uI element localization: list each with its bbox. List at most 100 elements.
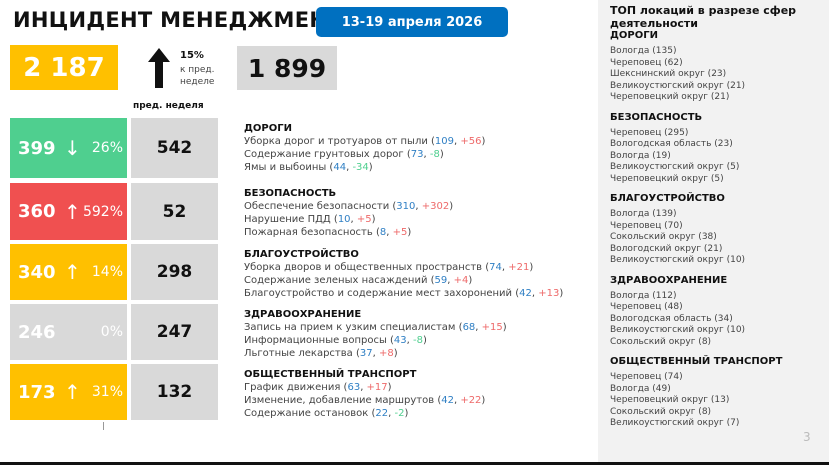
- item-delta: -34: [352, 162, 369, 173]
- category-item: Запись на прием к узким специалистам (68…: [244, 321, 507, 334]
- item-close: ): [423, 335, 427, 346]
- bottom-bar: [0, 462, 829, 465]
- location-section-title: ОБЩЕСТВЕННЫЙ ТРАНСПОРТ: [610, 356, 783, 367]
- location-item: Сокольский округ (8): [610, 406, 712, 417]
- change-percent: 15%: [180, 50, 204, 61]
- item-close: ): [393, 348, 398, 359]
- item-count: 8: [379, 227, 387, 238]
- item-sep: ,: [388, 408, 395, 419]
- total-incidents: 2 187: [10, 45, 118, 90]
- location-item: Великоустюгский округ (10): [610, 255, 746, 265]
- item-close: ): [529, 262, 534, 273]
- category-change-percent: 31%: [91, 384, 123, 400]
- item-count: 37: [359, 348, 373, 359]
- item-name: Содержание зеленых насаждений (: [244, 275, 435, 286]
- category-name: БЛАГОУСТРОЙСТВО: [244, 249, 359, 260]
- item-name: Информационные вопросы (: [244, 335, 394, 346]
- location-item: Вологда (139): [610, 209, 677, 219]
- item-name: Обеспечение безопасности (: [244, 201, 397, 212]
- item-sep: ,: [453, 395, 461, 406]
- category-name: ЗДРАВООХРАНЕНИЕ: [244, 309, 362, 320]
- item-delta: +8: [378, 348, 394, 359]
- location-item: Великоустюгский округ (10): [610, 325, 746, 335]
- item-delta: +302: [421, 201, 450, 212]
- category-change-percent: 14%: [91, 264, 123, 280]
- category-details: БЕЗОПАСНОСТЬ Обеспечение безопасности (31…: [244, 187, 453, 239]
- category-item: Содержание зеленых насаждений (59, +4): [244, 274, 563, 287]
- item-sep: ,: [415, 201, 422, 212]
- item-count: 44: [333, 162, 347, 173]
- item-sep: ,: [475, 322, 482, 333]
- category-change-percent: 592%: [82, 203, 123, 220]
- item-count: 22: [375, 408, 389, 419]
- category-prev-count: 247: [131, 304, 218, 360]
- item-count: 109: [434, 136, 455, 147]
- location-item: Вологодская область (23): [610, 139, 733, 149]
- item-name: Ямы и выбоины (: [244, 162, 334, 173]
- item-close: ): [468, 275, 473, 286]
- item-delta: +15: [481, 322, 503, 333]
- item-sep: ,: [360, 382, 367, 393]
- item-count: 74: [489, 262, 502, 273]
- top-locations-panel: ТОП локаций в разрезе сфер деятельности …: [598, 0, 829, 462]
- location-item: Вологда (112): [610, 290, 677, 301]
- location-item: Шекснинский округ (23): [610, 69, 727, 79]
- location-section-title: БЛАГОУСТРОЙСТВО: [610, 193, 725, 204]
- item-delta: +5: [356, 214, 372, 225]
- category-details: ОБЩЕСТВЕННЫЙ ТРАНСПОРТ График движения (6…: [244, 368, 485, 420]
- item-name: Уборка дорог и тротуаров от пыли (: [244, 136, 435, 147]
- category-name: ОБЩЕСТВЕННЫЙ ТРАНСПОРТ: [244, 369, 417, 380]
- item-sep: ,: [447, 275, 454, 286]
- item-close: ): [407, 227, 412, 238]
- divider: [103, 422, 104, 430]
- item-close: ): [439, 149, 444, 160]
- category-details: ЗДРАВООХРАНЕНИЕ Запись на прием к узким с…: [244, 308, 507, 360]
- category-item: Обеспечение безопасности (310, +302): [244, 200, 453, 213]
- category-current-box: 360 ↑ 592%: [10, 183, 127, 240]
- item-name: Льготные лекарства (: [244, 348, 360, 359]
- arrow-down-icon: ↓: [64, 136, 81, 160]
- item-close: ): [481, 136, 486, 147]
- category-current-count: 360: [18, 201, 56, 222]
- item-sep: ,: [531, 288, 539, 299]
- item-name: Благоустройство и содержание мест захоро…: [244, 288, 520, 299]
- category-details: БЛАГОУСТРОЙСТВО Уборка дворов и обществен…: [244, 248, 563, 300]
- category-details: ДОРОГИ Уборка дорог и тротуаров от пыли (…: [244, 122, 485, 174]
- item-count: 42: [441, 395, 454, 406]
- item-name: Содержание грунтовых дорог (: [244, 149, 411, 160]
- location-item: Череповецкий округ (13): [610, 395, 730, 405]
- category-current-box: 246 0%: [10, 304, 127, 360]
- category-item: Ямы и выбоины (44, -34): [244, 161, 485, 174]
- change-label: к пред. неделе: [180, 65, 215, 87]
- category-item: Нарушение ПДД (10, +5): [244, 213, 453, 226]
- item-delta: +21: [508, 262, 530, 273]
- item-sep: ,: [372, 348, 379, 359]
- item-count: 310: [396, 201, 416, 212]
- location-item: Великоустюгский округ (7): [610, 418, 740, 428]
- category-item: Уборка дворов и общественных пространств…: [244, 261, 563, 274]
- category-current-box: 399 ↓ 26%: [10, 118, 127, 178]
- item-delta: +5: [392, 227, 408, 238]
- location-item: Череповец (70): [610, 220, 683, 231]
- category-item: Льготные лекарства (37, +8): [244, 347, 507, 360]
- location-item: Вологда (19): [610, 150, 671, 161]
- item-name: График движения (: [244, 382, 348, 393]
- item-delta: +56: [460, 136, 482, 147]
- arrow-up-icon: ↑: [64, 380, 81, 404]
- category-item: Благоустройство и содержание мест захоро…: [244, 287, 563, 300]
- item-count: 63: [347, 382, 361, 393]
- category-prev-count: 52: [131, 183, 218, 240]
- arrow-up-icon: ↑: [64, 260, 81, 284]
- item-count: 68: [462, 322, 476, 333]
- item-name: Изменение, добавление маршрутов (: [244, 395, 442, 406]
- item-sep: ,: [386, 227, 393, 238]
- category-prev-count: 542: [131, 118, 218, 178]
- date-range-badge: 13-19 апреля 2026: [316, 7, 508, 37]
- arrow-up-icon: [148, 48, 170, 88]
- location-item: Череповецкий округ (5): [610, 173, 724, 184]
- location-item: Вологодский округ (21): [610, 243, 723, 254]
- location-item: Сокольский округ (38): [610, 232, 717, 242]
- item-sep: ,: [501, 262, 509, 273]
- item-close: ): [404, 408, 409, 419]
- item-count: 43: [393, 335, 407, 346]
